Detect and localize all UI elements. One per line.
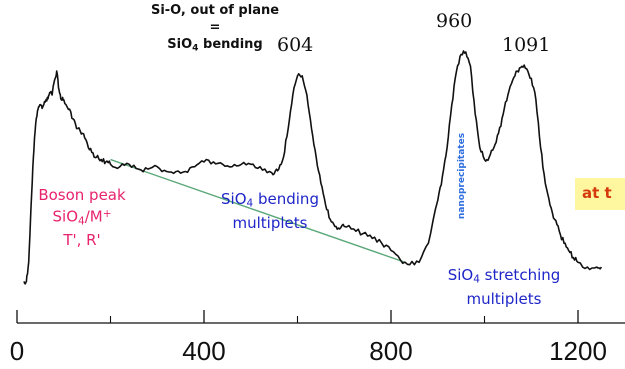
header-line-1: Si-O, out of plane — [150, 3, 280, 18]
header-annotation: Si-O, out of plane = SiO4 bending — [150, 2, 280, 57]
peak-label-960: 960 — [436, 10, 473, 32]
spectrum-curve-0 — [23, 50, 603, 285]
bending-line-1: SiO4 bending — [221, 190, 319, 210]
bending-line-2: multiplets — [232, 213, 308, 232]
nanoprecipitates-label: nanoprecipitates — [457, 132, 467, 220]
stretching-line-1: SiO4 stretching — [447, 266, 561, 286]
boson-line-3: T', R' — [63, 231, 101, 250]
boson-line-1: Boson peak — [38, 186, 126, 204]
cut-off-text: at t — [582, 184, 612, 202]
guide-line — [110, 158, 406, 263]
stretching-line-2: multiplets — [466, 289, 542, 308]
boson-peak-annotation: Boson peak SiO4/M+ T', R' — [28, 186, 136, 250]
stretching-multiplets-annotation: SiO4 stretching multiplets — [418, 266, 590, 309]
x-tick-label-3: 1200 — [549, 336, 607, 366]
cut-off-annotation: at t — [575, 178, 625, 210]
x-tick-label-2: 800 — [369, 336, 412, 366]
header-line-2: = — [209, 20, 221, 35]
bending-multiplets-annotation: SiO4 bending multiplets — [196, 190, 344, 233]
x-tick-label-0: 0 — [10, 336, 24, 366]
header-line-3: SiO4 bending — [167, 37, 263, 54]
boson-line-2: SiO4/M+ — [52, 207, 112, 228]
peak-label-1091: 1091 — [502, 34, 551, 56]
peak-label-604: 604 — [277, 34, 314, 56]
x-tick-label-1: 400 — [182, 336, 225, 366]
